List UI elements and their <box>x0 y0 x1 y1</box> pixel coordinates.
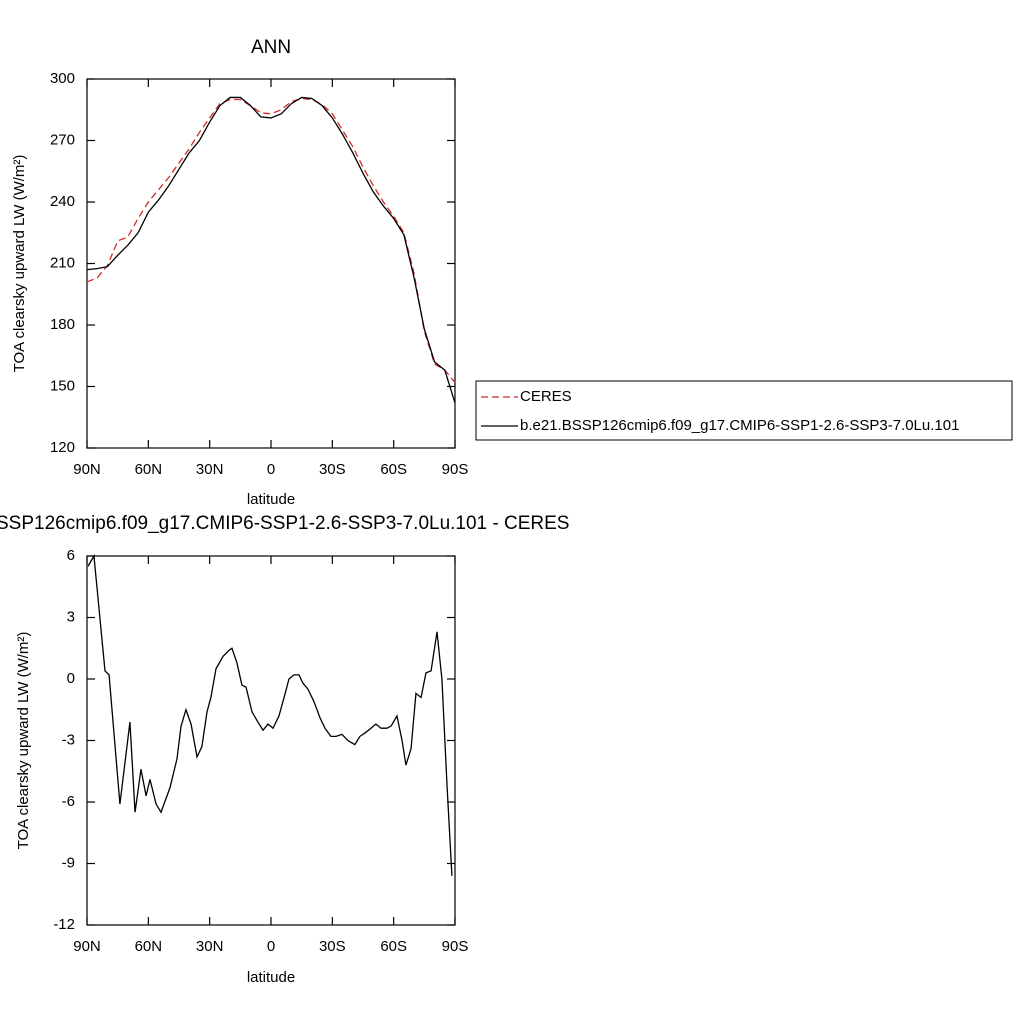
y-tick-label: 270 <box>50 131 75 148</box>
x-tick-label: 30N <box>196 461 224 478</box>
x-axis-label: latitude <box>247 969 295 986</box>
x-tick-label: 60S <box>380 461 407 478</box>
legend-label: CERES <box>520 388 572 405</box>
y-tick-label: -6 <box>62 793 75 810</box>
x-tick-label: 60N <box>135 938 163 955</box>
series-line <box>86 96 456 404</box>
y-tick-label: 210 <box>50 254 75 271</box>
legend-label: b.e21.BSSP126cmip6.f09_g17.CMIP6-SSP1-2.… <box>520 417 959 434</box>
legend-box <box>475 380 1013 441</box>
chart-title: ANN <box>251 37 291 58</box>
y-axis-label: TOA clearsky upward LW (W/m²) <box>15 632 32 850</box>
x-axis-label: latitude <box>247 491 295 508</box>
x-tick-label: 30S <box>319 938 346 955</box>
y-tick-label: -3 <box>62 731 75 748</box>
x-tick-label: 60S <box>380 938 407 955</box>
y-tick-label: 6 <box>67 547 75 564</box>
y-tick-label: 300 <box>50 70 75 87</box>
y-tick-label: 3 <box>67 608 75 625</box>
y-tick-label: 0 <box>67 670 75 687</box>
chart-title: SSP126cmip6.f09_g17.CMIP6-SSP1-2.6-SSP3-… <box>0 513 569 534</box>
y-tick-label: 180 <box>50 316 75 333</box>
x-tick-label: 90N <box>73 461 101 478</box>
x-tick-label: 90S <box>442 461 469 478</box>
plot-frame <box>86 555 456 926</box>
x-tick-label: 30S <box>319 461 346 478</box>
x-tick-label: 60N <box>135 461 163 478</box>
difference-line <box>87 553 453 876</box>
y-tick-label: 120 <box>50 439 75 456</box>
y-tick-label: 150 <box>50 377 75 394</box>
x-tick-label: 90N <box>73 938 101 955</box>
plot-frame <box>86 78 456 449</box>
y-tick-label: 240 <box>50 193 75 210</box>
x-tick-label: 0 <box>267 938 275 955</box>
y-axis-label: TOA clearsky upward LW (W/m²) <box>11 155 28 373</box>
series-line <box>86 97 456 383</box>
y-tick-label: -12 <box>53 916 75 933</box>
x-tick-label: 30N <box>196 938 224 955</box>
y-tick-label: -9 <box>62 854 75 871</box>
x-tick-label: 0 <box>267 461 275 478</box>
x-tick-label: 90S <box>442 938 469 955</box>
